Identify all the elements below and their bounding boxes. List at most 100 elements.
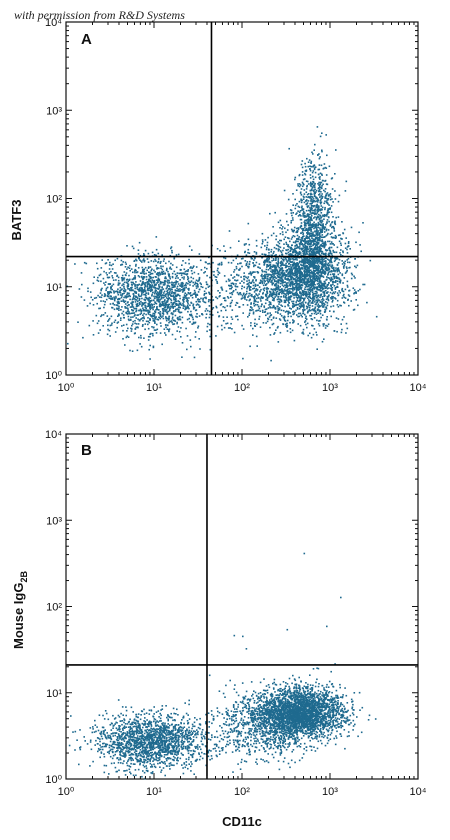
- scatter-point: [296, 288, 298, 291]
- scatter-point: [301, 166, 304, 169]
- scatter-point: [305, 268, 307, 271]
- scatter-point: [144, 328, 146, 331]
- scatter-point: [230, 287, 233, 290]
- scatter-point: [303, 221, 306, 223]
- scatter-point: [136, 297, 139, 299]
- scatter-point: [152, 326, 155, 329]
- scatter-point: [333, 275, 336, 278]
- scatter-point: [296, 243, 298, 246]
- scatter-point: [117, 300, 120, 303]
- scatter-point: [157, 300, 160, 303]
- scatter-point: [319, 270, 321, 272]
- scatter-point: [97, 294, 99, 297]
- scatter-point: [205, 281, 208, 283]
- scatter-point: [148, 275, 151, 278]
- scatter-point: [300, 264, 303, 267]
- scatter-point: [147, 305, 150, 307]
- scatter-point: [122, 261, 124, 263]
- scatter-point: [315, 230, 318, 233]
- scatter-point: [279, 219, 282, 222]
- scatter-point: [297, 323, 299, 325]
- scatter-point: [274, 254, 277, 257]
- scatter-point: [313, 328, 316, 330]
- scatter-point: [314, 211, 316, 213]
- scatter-point: [124, 303, 127, 305]
- scatter-point: [326, 211, 329, 214]
- scatter-point: [138, 299, 140, 302]
- scatter-point: [179, 297, 181, 300]
- scatter-point: [268, 257, 270, 260]
- scatter-point: [144, 285, 147, 288]
- scatter-point: [231, 299, 233, 302]
- scatter-point: [313, 298, 315, 300]
- scatter-point: [176, 281, 179, 283]
- scatter-point: [311, 196, 313, 198]
- scatter-point: [305, 222, 308, 225]
- scatter-point: [302, 306, 305, 308]
- scatter-point: [320, 266, 323, 269]
- scatter-point: [301, 235, 304, 238]
- scatter-point: [335, 276, 338, 278]
- scatter-point: [311, 240, 314, 243]
- scatter-point: [298, 275, 301, 277]
- scatter-point: [307, 215, 310, 217]
- scatter-point: [321, 340, 324, 343]
- scatter-point: [259, 298, 262, 300]
- scatter-point: [317, 183, 319, 185]
- scatter-point: [115, 272, 117, 274]
- scatter-point: [275, 291, 278, 293]
- scatter-point: [316, 296, 319, 298]
- scatter-point: [332, 243, 334, 245]
- scatter-point: [122, 338, 124, 340]
- scatter-point: [294, 178, 296, 181]
- scatter-point: [333, 230, 336, 232]
- scatter-point: [335, 251, 338, 254]
- scatter-point: [225, 309, 227, 312]
- scatter-point: [329, 251, 332, 253]
- scatter-point: [263, 306, 266, 308]
- scatter-point: [309, 257, 311, 259]
- scatter-point: [307, 280, 309, 282]
- scatter-point: [269, 266, 272, 268]
- scatter-point: [294, 278, 296, 280]
- scatter-point: [151, 284, 154, 286]
- scatter-point: [298, 272, 301, 274]
- scatter-point: [182, 287, 185, 290]
- scatter-point: [292, 235, 295, 237]
- scatter-point: [297, 205, 300, 208]
- scatter-point: [314, 284, 316, 286]
- scatter-point: [266, 279, 268, 282]
- scatter-point: [284, 316, 286, 318]
- scatter-point: [86, 305, 89, 307]
- scatter-point: [166, 324, 169, 326]
- scatter-point: [157, 297, 160, 299]
- scatter-point: [265, 260, 267, 262]
- scatter-point: [187, 276, 189, 278]
- scatter-point: [318, 274, 321, 277]
- scatter-point: [132, 281, 134, 284]
- scatter-point: [277, 287, 280, 289]
- scatter-point: [196, 293, 198, 296]
- scatter-point: [320, 316, 322, 319]
- scatter-point: [285, 252, 287, 255]
- scatter-point: [319, 237, 321, 239]
- scatter-point: [213, 270, 215, 273]
- scatter-point: [307, 165, 310, 168]
- scatter-point: [106, 286, 109, 289]
- scatter-point: [134, 322, 136, 325]
- scatter-point: [128, 310, 130, 313]
- scatter-point: [292, 254, 295, 257]
- scatter-point: [284, 323, 287, 326]
- scatter-point: [177, 253, 180, 256]
- scatter-point: [145, 320, 148, 323]
- scatter-point: [301, 259, 303, 261]
- scatter-point: [302, 247, 304, 250]
- scatter-point: [339, 252, 341, 254]
- scatter-point: [327, 229, 330, 231]
- scatter-point: [151, 305, 153, 307]
- scatter-point: [272, 226, 274, 228]
- scatter-point: [320, 240, 323, 242]
- scatter-point: [253, 259, 255, 261]
- scatter-point: [139, 254, 142, 257]
- scatter-point: [174, 320, 177, 322]
